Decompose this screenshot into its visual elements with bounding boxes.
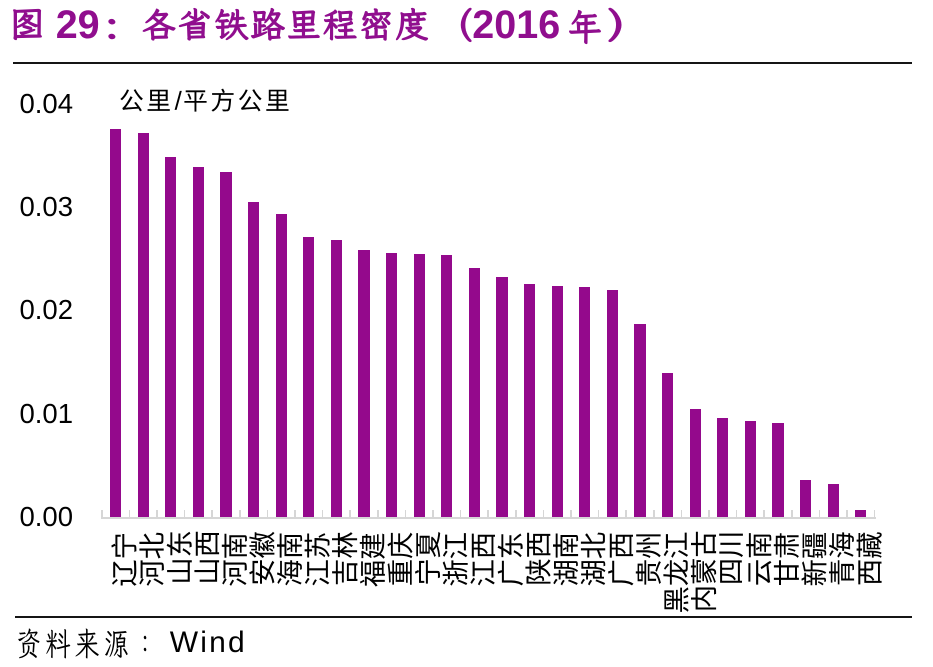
svg-text:2016: 2016 [472,3,560,47]
svg-text:29: 29 [56,3,100,47]
